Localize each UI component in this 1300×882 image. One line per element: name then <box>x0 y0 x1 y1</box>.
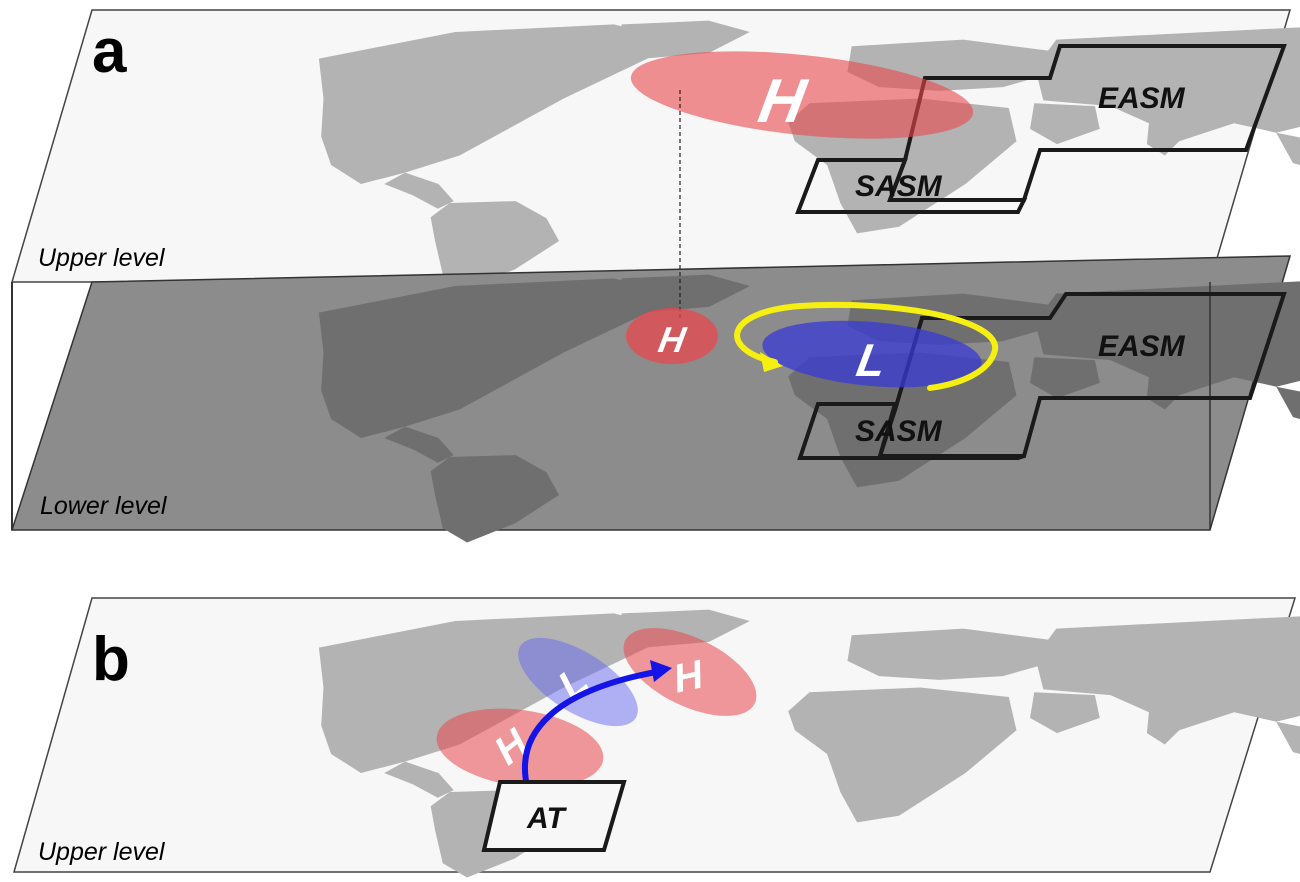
sasm-label-upper: SASM <box>855 170 943 203</box>
high-pressure-upper-a <box>630 51 974 139</box>
level-label-upper-a: Upper level <box>38 244 166 272</box>
wave-train-arrow <box>521 669 659 793</box>
high-pressure-b-west <box>436 708 604 788</box>
easm-label-upper: EASM <box>1098 82 1186 115</box>
panel-b-upper-plane <box>13 597 1300 878</box>
wave-train-arrowhead <box>650 660 672 682</box>
high-pressure-b-east <box>623 628 757 716</box>
sasm-box-upper <box>795 158 1028 214</box>
at-region-label: AT <box>526 802 567 835</box>
level-label-lower-a: Lower level <box>40 492 168 520</box>
low-pressure-b <box>518 637 638 727</box>
panel-letter-a: a <box>92 17 127 86</box>
low-pressure-lower-a <box>762 320 982 388</box>
circulation-arrowhead <box>760 352 783 372</box>
circulation-arrow <box>734 301 999 391</box>
at-region-box <box>481 780 627 852</box>
panel-letter-b: b <box>92 625 130 694</box>
high-pressure-lower-a <box>626 308 718 364</box>
sasm-box-lower <box>797 402 1025 460</box>
level-label-upper-b: Upper level <box>38 838 166 866</box>
easm-label-lower: EASM <box>1098 330 1186 363</box>
sasm-label-lower: SASM <box>855 415 943 448</box>
